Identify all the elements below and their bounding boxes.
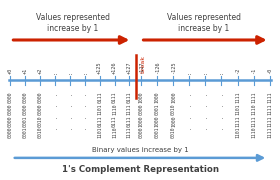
Text: .: . — [187, 115, 192, 118]
Text: 0000: 0000 — [38, 103, 43, 115]
Text: 0000: 0000 — [139, 127, 144, 138]
Text: Values represented
increase by 1: Values represented increase by 1 — [36, 13, 110, 33]
Text: -126: -126 — [155, 62, 160, 74]
Text: -127: -127 — [139, 62, 144, 74]
Text: 1111: 1111 — [235, 92, 240, 103]
Text: 0001: 0001 — [23, 127, 28, 138]
Text: 0000: 0000 — [38, 92, 43, 103]
Text: +1: +1 — [23, 68, 28, 74]
Text: .: . — [219, 92, 224, 95]
Text: 1111: 1111 — [251, 115, 256, 127]
Text: :: : — [187, 71, 192, 74]
Text: 0000: 0000 — [23, 92, 28, 103]
Text: .: . — [53, 127, 58, 129]
Text: 1111: 1111 — [267, 127, 272, 138]
Text: :: : — [53, 71, 58, 74]
Text: 1000: 1000 — [155, 92, 160, 103]
Text: 0000: 0000 — [139, 103, 144, 115]
Text: .: . — [82, 103, 87, 106]
Text: 0010: 0010 — [171, 127, 176, 138]
Text: Binary values increase by 1: Binary values increase by 1 — [92, 147, 188, 153]
Text: 1000: 1000 — [155, 115, 160, 127]
Text: :: : — [219, 71, 224, 74]
Text: 1111: 1111 — [267, 92, 272, 103]
Text: +127: +127 — [127, 62, 132, 74]
Text: 0001: 0001 — [23, 115, 28, 127]
Text: -1: -1 — [251, 68, 256, 74]
Text: .: . — [67, 92, 73, 95]
Text: 1101: 1101 — [97, 127, 102, 138]
Text: 0000: 0000 — [8, 127, 13, 138]
Text: .: . — [187, 92, 192, 95]
Text: .: . — [203, 103, 208, 106]
Text: 0000: 0000 — [23, 103, 28, 115]
Text: 1000: 1000 — [171, 115, 176, 127]
Text: 0111: 0111 — [97, 115, 102, 127]
Text: .: . — [203, 115, 208, 118]
Text: 1111: 1111 — [267, 115, 272, 127]
Text: .: . — [53, 115, 58, 118]
Text: .: . — [219, 103, 224, 106]
Text: 1111: 1111 — [251, 92, 256, 103]
Text: :: : — [67, 71, 73, 74]
Text: 1111: 1111 — [127, 127, 132, 138]
Text: Values represented
increase by 1: Values represented increase by 1 — [167, 13, 241, 33]
Text: 1110: 1110 — [112, 103, 117, 115]
Text: +2: +2 — [38, 68, 43, 74]
Text: .: . — [219, 127, 224, 129]
Text: 0010: 0010 — [171, 103, 176, 115]
Text: .: . — [82, 115, 87, 118]
Text: break: break — [140, 55, 145, 73]
Text: 1000: 1000 — [139, 115, 144, 127]
Text: .: . — [187, 127, 192, 129]
Text: 1101: 1101 — [235, 127, 240, 138]
Text: 0000: 0000 — [8, 103, 13, 115]
Text: -2: -2 — [235, 68, 240, 74]
Text: 1111: 1111 — [127, 103, 132, 115]
Text: 1's Complement Representation: 1's Complement Representation — [62, 165, 218, 174]
Text: 0111: 0111 — [127, 115, 132, 127]
Text: 1110: 1110 — [251, 127, 256, 138]
Text: .: . — [53, 92, 58, 95]
Text: .: . — [67, 127, 73, 129]
Text: :: : — [203, 71, 208, 74]
Text: 0111: 0111 — [97, 92, 102, 103]
Text: .: . — [203, 92, 208, 95]
Text: .: . — [203, 127, 208, 129]
Text: 1110: 1110 — [112, 127, 117, 138]
Text: .: . — [53, 103, 58, 106]
Text: 0010: 0010 — [38, 115, 43, 127]
Text: +125: +125 — [97, 62, 102, 74]
Text: .: . — [67, 115, 73, 118]
Text: 1000: 1000 — [171, 92, 176, 103]
Text: 0111: 0111 — [112, 115, 117, 127]
Text: 1111: 1111 — [235, 115, 240, 127]
Text: 1000: 1000 — [139, 92, 144, 103]
Text: 1110: 1110 — [251, 103, 256, 115]
Text: .: . — [82, 127, 87, 129]
Text: 0000: 0000 — [8, 115, 13, 127]
Text: 1111: 1111 — [267, 103, 272, 115]
Text: +126: +126 — [112, 62, 117, 74]
Text: -125: -125 — [171, 62, 176, 74]
Text: 0000: 0000 — [8, 92, 13, 103]
Text: 1101: 1101 — [97, 103, 102, 115]
Text: 0001: 0001 — [155, 103, 160, 115]
Text: .: . — [82, 92, 87, 95]
Text: 0001: 0001 — [155, 127, 160, 138]
Text: 0010: 0010 — [38, 127, 43, 138]
Text: -0: -0 — [267, 68, 272, 74]
Text: .: . — [67, 103, 73, 106]
Text: +0: +0 — [8, 68, 13, 74]
Text: 1101: 1101 — [235, 103, 240, 115]
Text: 0111: 0111 — [112, 92, 117, 103]
Text: 0111: 0111 — [127, 92, 132, 103]
Text: .: . — [187, 103, 192, 106]
Text: :: : — [82, 71, 87, 74]
Text: .: . — [219, 115, 224, 118]
